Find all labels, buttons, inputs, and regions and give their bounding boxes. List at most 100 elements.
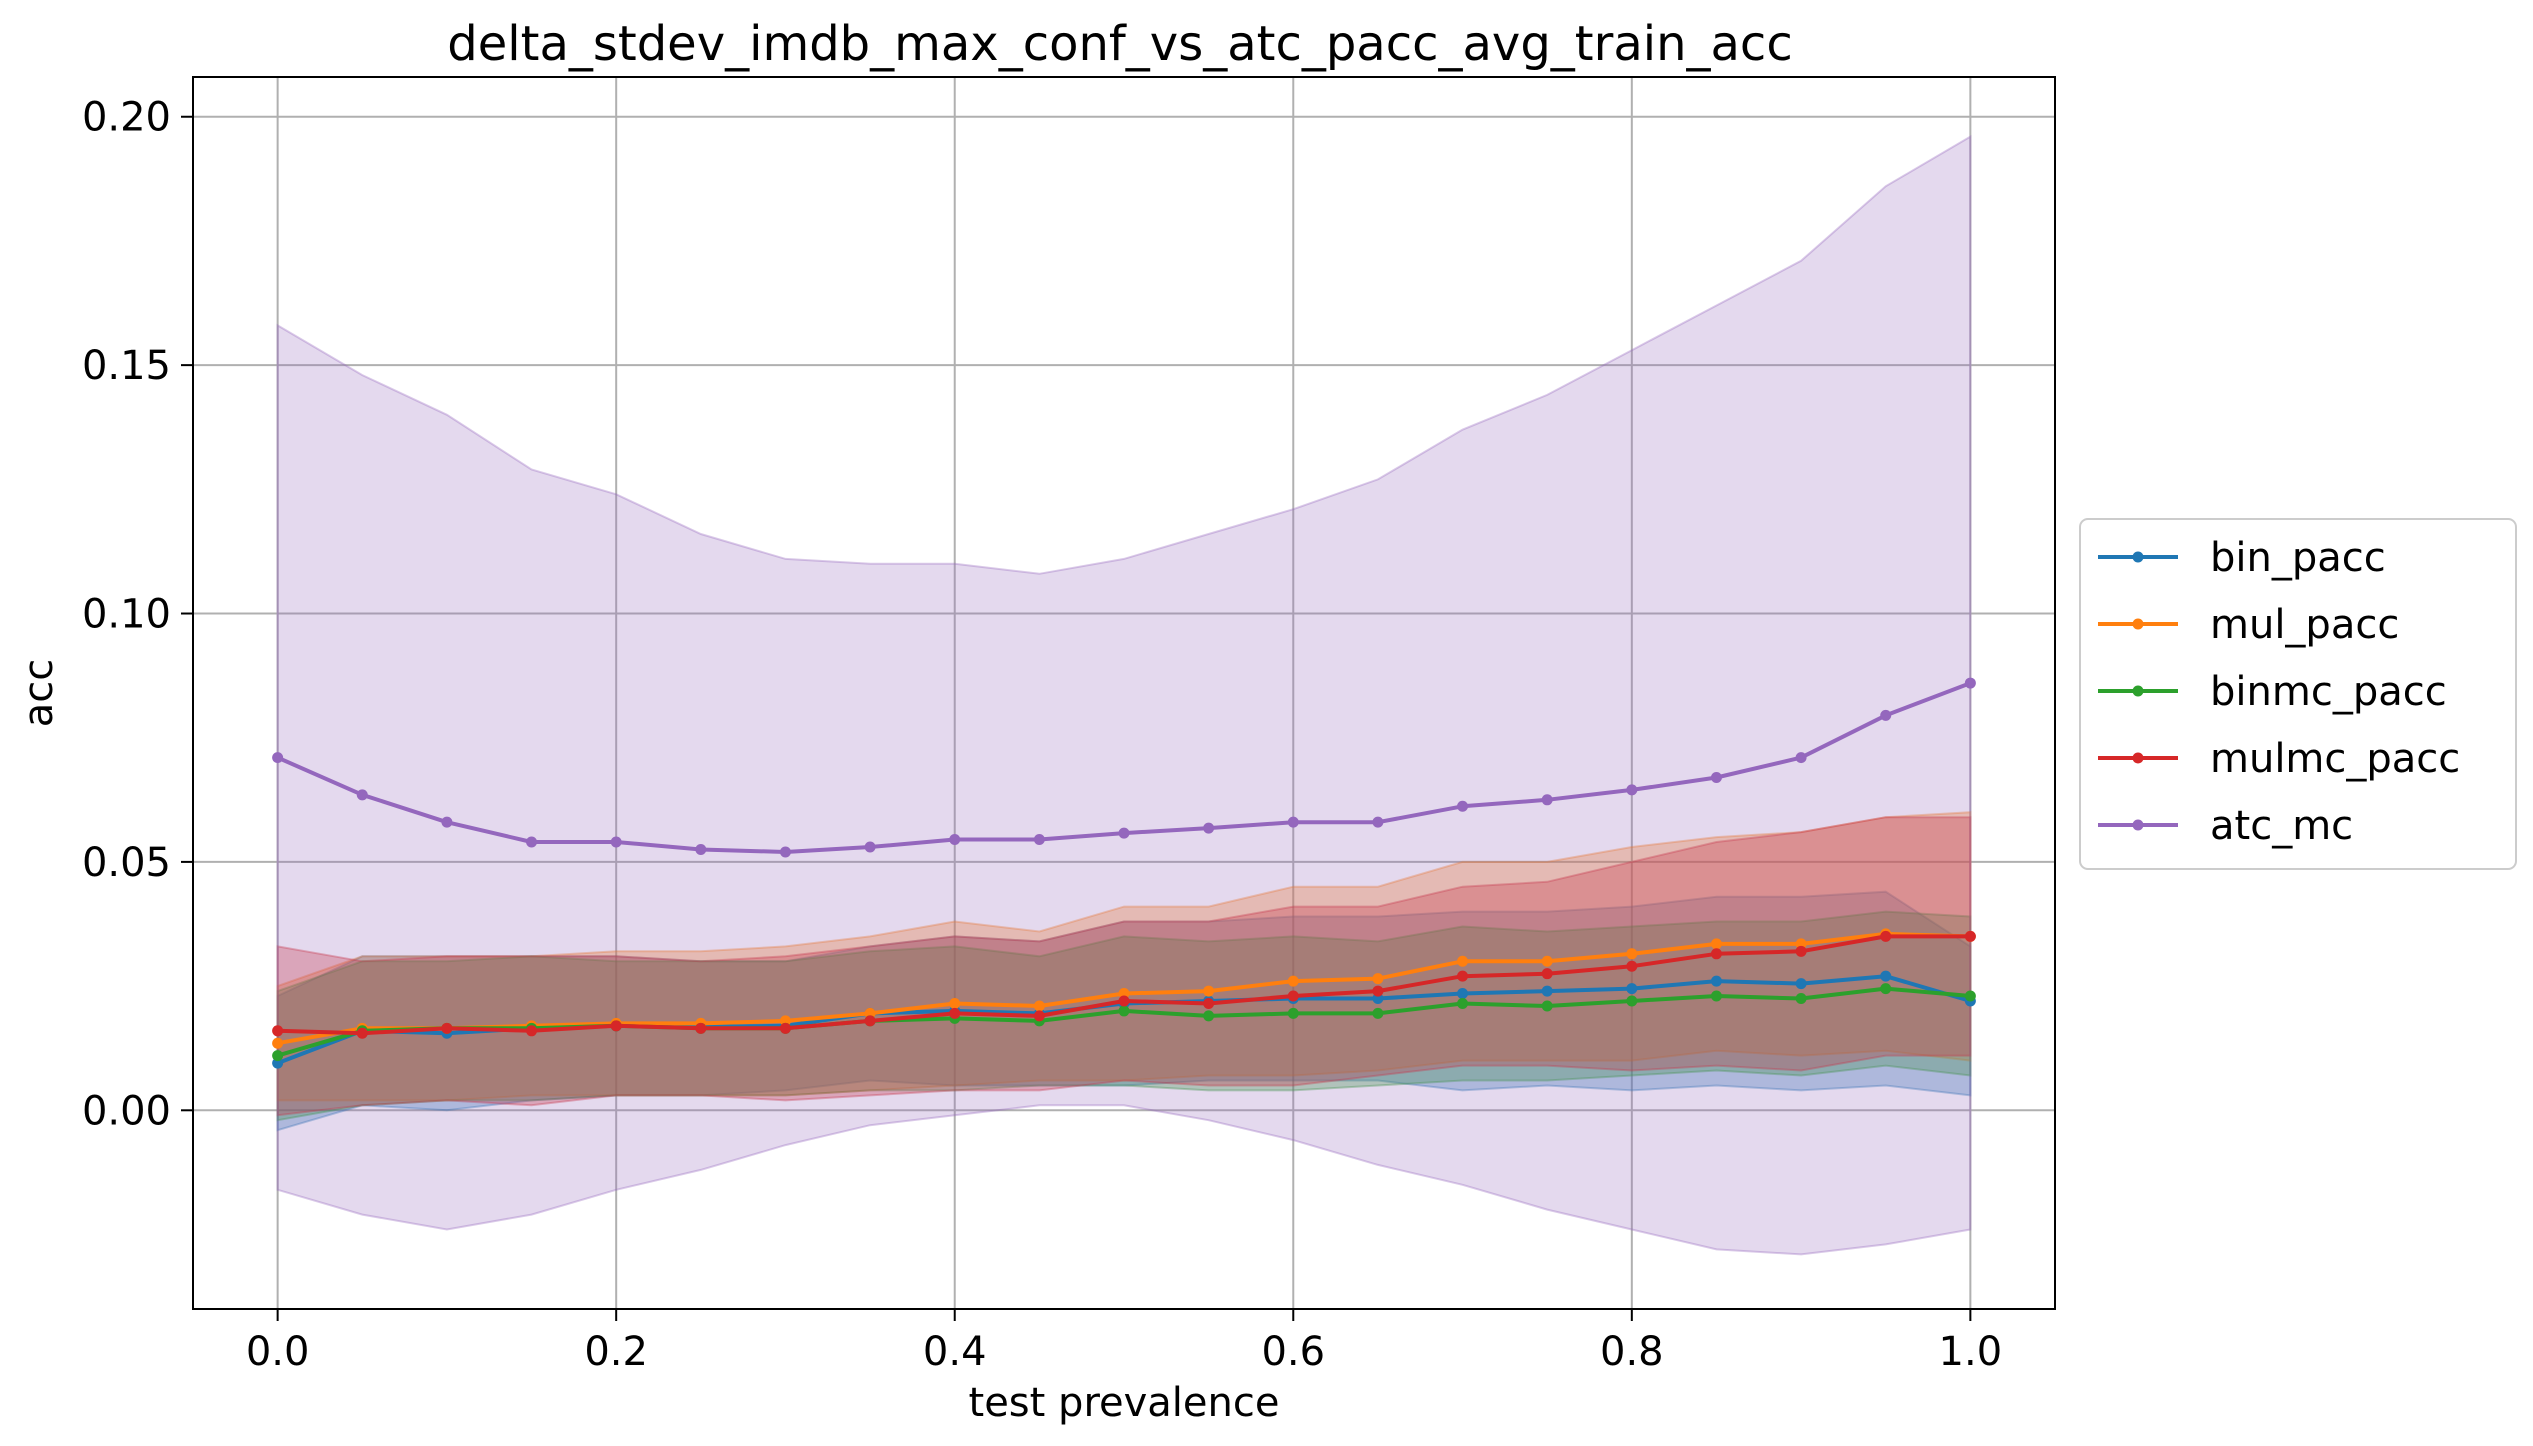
point-binmc_pacc [1795,993,1807,1005]
point-atc_mc [441,816,453,828]
point-atc_mc [1033,834,1045,846]
legend-marker [2132,819,2144,831]
y-tick-label: 0.20 [82,95,171,141]
point-atc_mc [1457,800,1469,812]
point-binmc_pacc [1541,1000,1553,1012]
point-mulmc_pacc [779,1022,791,1034]
point-mul_pacc [1626,948,1638,960]
band-mulmc_pacc [276,816,1972,1117]
point-mulmc_pacc [949,1007,961,1019]
point-atc_mc [779,846,791,858]
legend: bin_pacc mul_pacc binmc_pacc mulmc_pacc atc_… [2079,518,2517,870]
x-tick-label: 0.8 [1600,1329,1664,1375]
point-mulmc_pacc [1626,960,1638,972]
point-atc_mc [1880,709,1892,721]
point-mul_pacc [272,1037,284,1049]
point-binmc_pacc [1964,990,1976,1002]
point-atc_mc [949,834,961,846]
y-tick-label: 0.00 [82,1088,171,1134]
legend-marker [2132,551,2144,563]
point-binmc_pacc [1457,997,1469,1009]
legend-label: atc_mc [2210,803,2353,849]
plot-frame [192,76,2056,1310]
point-mulmc_pacc [1033,1010,1045,1022]
point-binmc_pacc [272,1050,284,1062]
point-atc_mc [1795,752,1807,764]
point-atc_mc [1118,827,1130,839]
point-binmc_pacc [1372,1007,1384,1019]
point-mul_pacc [949,997,961,1009]
point-atc_mc [1710,771,1722,783]
y-axis: 0.00 0.05 0.10 0.15 0.20 [82,95,193,1134]
point-mulmc_pacc [356,1027,368,1039]
point-bin_pacc [1795,978,1807,990]
x-tick-label: 0.6 [1261,1329,1325,1375]
point-mulmc_pacc [526,1025,538,1037]
point-atc_mc [610,836,622,848]
x-tick-label: 0.4 [923,1329,987,1375]
y-axis-label: acc [16,659,62,728]
x-axis-label: test prevalence [969,1380,1280,1426]
point-mulmc_pacc [1203,997,1215,1009]
point-mulmc_pacc [1795,945,1807,957]
point-binmc_pacc [1880,983,1892,995]
point-atc_mc [1541,794,1553,806]
point-bin_pacc [1880,970,1892,982]
point-binmc_pacc [1118,1005,1130,1017]
point-binmc_pacc [1203,1010,1215,1022]
point-atc_mc [272,752,284,764]
series-lines [272,677,1976,1069]
point-atc_mc [356,789,368,801]
point-binmc_pacc [1287,1007,1299,1019]
point-binmc_pacc [1710,990,1722,1002]
y-tick-label: 0.10 [82,592,171,638]
point-mulmc_pacc [272,1025,284,1037]
point-bin_pacc [1710,975,1722,987]
point-mul_pacc [1710,938,1722,950]
point-mulmc_pacc [1541,968,1553,980]
point-atc_mc [1964,677,1976,689]
x-tick-label: 0.0 [246,1329,310,1375]
point-mulmc_pacc [1372,985,1384,997]
point-mul_pacc [1541,955,1553,967]
legend-label: mulmc_pacc [2210,736,2460,782]
y-tick-label: 0.05 [82,840,171,886]
legend-marker [2132,752,2144,764]
point-mul_pacc [1372,973,1384,985]
point-mulmc_pacc [1457,970,1469,982]
point-atc_mc [1203,822,1215,834]
y-tick-label: 0.15 [82,343,171,389]
point-atc_mc [1626,784,1638,796]
point-mulmc_pacc [864,1015,876,1027]
point-mulmc_pacc [1710,948,1722,960]
point-atc_mc [1287,816,1299,828]
grid [193,77,2055,1309]
point-mulmc_pacc [1118,995,1130,1007]
point-bin_pacc [1457,988,1469,1000]
point-bin_pacc [1541,985,1553,997]
legend-label: bin_pacc [2210,535,2386,581]
x-tick-label: 1.0 [1939,1329,2003,1375]
point-mulmc_pacc [1964,930,1976,942]
point-mul_pacc [1033,1000,1045,1012]
legend-marker [2132,685,2144,697]
point-atc_mc [1372,816,1384,828]
point-mulmc_pacc [441,1022,453,1034]
point-mulmc_pacc [695,1022,707,1034]
point-atc_mc [526,836,538,848]
legend-marker [2132,618,2144,630]
x-axis: 0.0 0.2 0.4 0.6 0.8 1.0 [246,1309,2002,1375]
point-mul_pacc [1457,955,1469,967]
legend-box [2079,518,2517,870]
point-mulmc_pacc [1880,930,1892,942]
point-mul_pacc [1203,985,1215,997]
x-tick-label: 0.2 [584,1329,648,1375]
chart-title: delta_stdev_imdb_max_conf_vs_atc_pacc_av… [447,16,1792,72]
point-mulmc_pacc [1287,990,1299,1002]
point-mulmc_pacc [610,1020,622,1032]
point-binmc_pacc [1626,995,1638,1007]
point-atc_mc [695,843,707,855]
point-atc_mc [864,841,876,853]
legend-label: binmc_pacc [2210,669,2447,715]
